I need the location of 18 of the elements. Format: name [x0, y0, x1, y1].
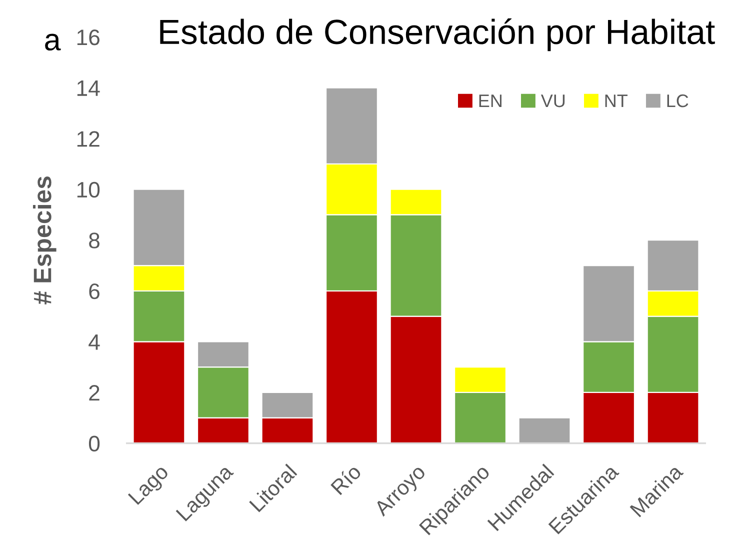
y-tick-label: 0	[88, 436, 100, 452]
y-tick-label: 10	[77, 182, 100, 198]
y-tick-label: 14	[77, 80, 100, 96]
legend-label: NT	[605, 94, 628, 108]
y-tick-label: 16	[77, 30, 100, 46]
legend-label: EN	[479, 94, 502, 108]
y-tick-label: 8	[89, 232, 100, 248]
legend-label: LC	[667, 94, 688, 108]
x-tick-label: Río	[330, 463, 362, 496]
y-tick-label: 4	[88, 334, 100, 350]
bar	[518, 417, 571, 444]
chart-title: Estado de Conservación por Habitat	[160, 18, 715, 52]
y-tick-label: 6	[89, 283, 100, 300]
text: a	[45, 34, 61, 51]
y-axis-title: # Especies	[32, 176, 56, 304]
y-tick-label: 2	[89, 385, 100, 401]
y-tick-label: 12	[77, 131, 100, 147]
legend-label: VU	[540, 94, 565, 108]
